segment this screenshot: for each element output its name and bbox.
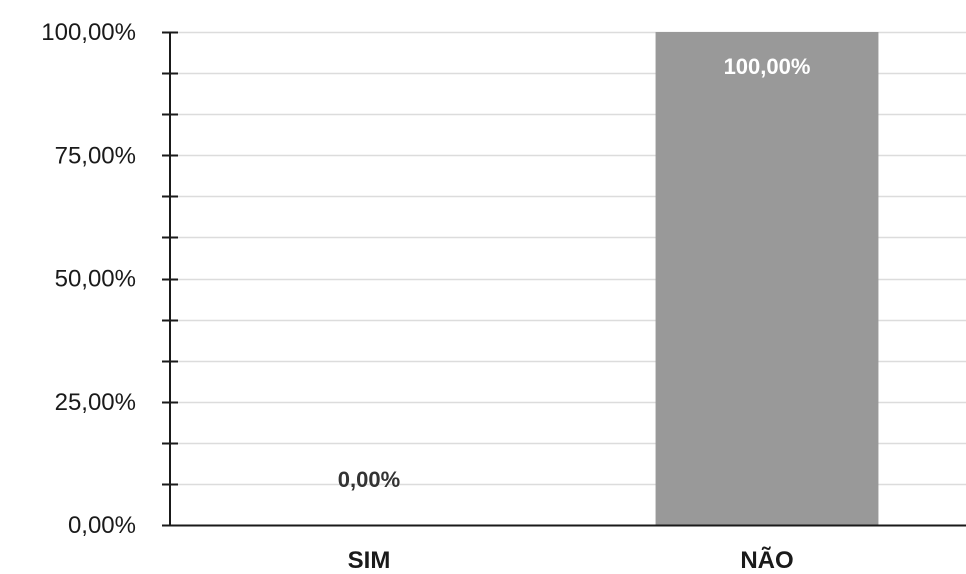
x-tick-label: NÃO <box>740 546 793 574</box>
data-label: 0,00% <box>338 467 400 492</box>
y-tick-label: 25,00% <box>55 389 136 416</box>
axes <box>162 31 966 527</box>
y-tick-label: 50,00% <box>55 266 136 293</box>
y-tick-label: 0,00% <box>68 512 136 539</box>
y-tick-label: 75,00% <box>55 142 136 169</box>
data-label: 100,00% <box>724 54 811 79</box>
bars <box>655 32 879 525</box>
y-tick-label: 100,00% <box>41 19 136 46</box>
x-tick-label: SIM <box>348 547 391 574</box>
bar-não <box>655 32 879 525</box>
labels: 0,00% SIM 100,00% NÃO 0,00% 25,00% 50,00% 75,00… <box>41 19 810 574</box>
